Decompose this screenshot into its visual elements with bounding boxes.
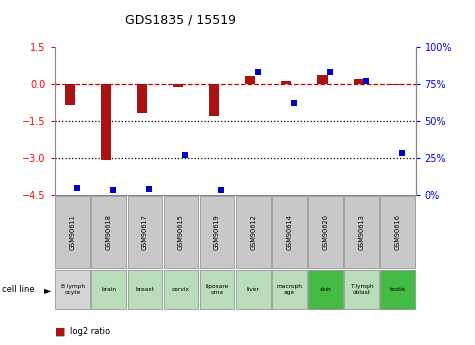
Bar [380,196,415,268]
Bar [101,84,111,160]
Text: GSM90619: GSM90619 [214,214,220,250]
Bar [236,196,270,268]
Bar [353,79,364,84]
Bar [164,196,198,268]
Text: brain: brain [101,287,116,292]
Text: GSM90618: GSM90618 [106,214,112,250]
Text: breast: breast [135,287,154,292]
Bar [92,270,126,309]
Bar [390,84,400,85]
Text: T lymph
oblast: T lymph oblast [350,284,373,295]
Text: liposare
oma: liposare oma [205,284,229,295]
Text: GSM90611: GSM90611 [70,214,76,250]
Bar [344,270,379,309]
Bar [56,270,90,309]
Bar [308,270,342,309]
Text: GSM90616: GSM90616 [395,214,400,250]
Bar [272,196,306,268]
Bar [200,270,234,309]
Text: GSM90614: GSM90614 [286,214,292,250]
Text: testis: testis [390,287,406,292]
Bar [164,270,198,309]
Bar [344,196,379,268]
Text: macroph
age: macroph age [276,284,302,295]
Text: GSM90612: GSM90612 [250,214,256,250]
Text: ■: ■ [55,326,65,336]
Bar [200,196,234,268]
Bar [380,270,415,309]
Text: ►: ► [44,285,52,295]
Text: GSM90615: GSM90615 [178,214,184,250]
Text: skin: skin [320,287,331,292]
Bar [92,196,126,268]
Bar [245,76,256,84]
Bar [209,84,219,116]
Bar [173,84,183,87]
Bar [308,196,342,268]
Bar [65,84,75,105]
Bar [236,270,270,309]
Bar [128,196,162,268]
Bar [281,81,292,84]
Bar [317,75,328,84]
Text: cell line: cell line [2,285,35,294]
Text: GDS1835 / 15519: GDS1835 / 15519 [125,14,236,27]
Text: GSM90620: GSM90620 [323,214,328,250]
Text: cervix: cervix [172,287,190,292]
Text: liver: liver [247,287,260,292]
Text: log2 ratio: log2 ratio [70,327,110,336]
Text: GSM90613: GSM90613 [359,214,364,250]
Bar [128,270,162,309]
Bar [56,196,90,268]
Text: GSM90617: GSM90617 [142,214,148,250]
Bar [137,84,147,114]
Text: B lymph
ocyte: B lymph ocyte [61,284,85,295]
Bar [272,270,306,309]
